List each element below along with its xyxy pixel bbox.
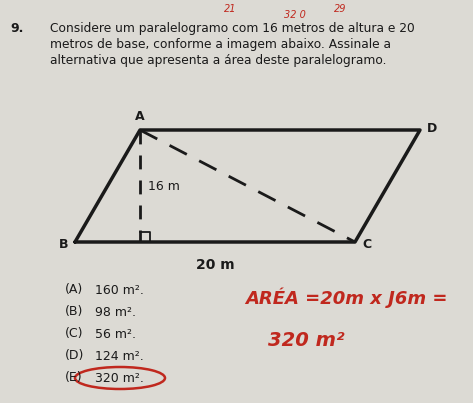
Text: B: B [59,239,68,251]
Text: 320 m²: 320 m² [268,330,344,349]
Text: C: C [362,239,371,251]
Text: 160 m².: 160 m². [95,283,144,297]
Text: 98 m².: 98 m². [95,305,136,318]
Text: 124 m².: 124 m². [95,349,144,363]
Text: (B): (B) [65,305,83,318]
Text: 21: 21 [224,4,236,14]
Text: 56 m².: 56 m². [95,328,136,341]
Text: D: D [427,121,437,135]
Text: 32 0: 32 0 [284,10,306,20]
Text: metros de base, conforme a imagem abaixo. Assinale a: metros de base, conforme a imagem abaixo… [50,38,391,51]
Text: (E): (E) [65,372,83,384]
Text: 9.: 9. [10,22,23,35]
Text: alternativa que apresenta a área deste paralelogramo.: alternativa que apresenta a área deste p… [50,54,386,67]
Text: ARÉA =20m x J6m =: ARÉA =20m x J6m = [245,288,447,308]
Text: 20 m: 20 m [196,258,234,272]
Text: (D): (D) [65,349,84,363]
Text: 16 m: 16 m [148,179,180,193]
Text: Considere um paralelogramo com 16 metros de altura e 20: Considere um paralelogramo com 16 metros… [50,22,415,35]
Text: A: A [135,110,145,123]
Text: (C): (C) [65,328,84,341]
Text: 29: 29 [334,4,346,14]
Text: 320 m².: 320 m². [95,372,144,384]
Text: (A): (A) [65,283,83,297]
